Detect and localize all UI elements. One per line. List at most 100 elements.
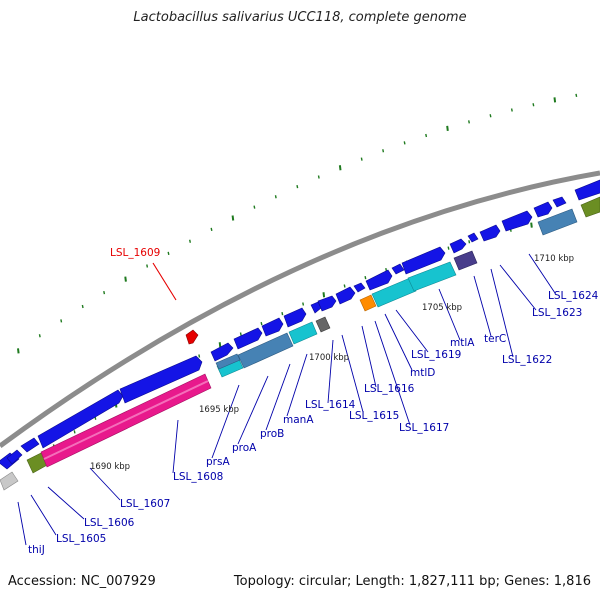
genome-summary: Topology: circular; Length: 1,827,111 bp… bbox=[233, 574, 591, 589]
scale-label-1705: 1705 kbp bbox=[422, 303, 462, 313]
gene-label-LSL_1614[interactable]: LSL_1614 bbox=[305, 399, 356, 411]
scale-tick bbox=[468, 120, 470, 124]
gene-block-cyan bbox=[371, 277, 417, 308]
scale-label-1710: 1710 kbp bbox=[534, 254, 574, 264]
scale-tick bbox=[360, 157, 363, 161]
gene-block-steel bbox=[537, 208, 578, 236]
scale-tick bbox=[575, 93, 578, 98]
map-title: Lactobacillus salivarius UCC118, complet… bbox=[133, 10, 467, 25]
gene-label-LSL_1617[interactable]: LSL_1617 bbox=[399, 422, 449, 434]
upper-strand-genes bbox=[0, 179, 600, 470]
gene-arrow bbox=[20, 437, 40, 453]
scale-tick bbox=[530, 222, 533, 228]
scale-tick bbox=[322, 292, 326, 298]
gene-label-LSL_1619[interactable]: LSL_1619 bbox=[411, 349, 461, 361]
gene-arrow bbox=[37, 389, 124, 449]
gene-arrow bbox=[335, 286, 356, 305]
scale-tick bbox=[167, 251, 170, 256]
scale-tick bbox=[17, 348, 20, 354]
scale-tick bbox=[218, 342, 222, 348]
scale-tick bbox=[343, 284, 346, 288]
gene-block-cyan bbox=[407, 261, 457, 292]
gene-block-purple bbox=[453, 250, 478, 271]
scale-tick bbox=[364, 275, 367, 280]
scale-tick bbox=[124, 276, 127, 282]
gene-label-LSL_1622[interactable]: LSL_1622 bbox=[502, 354, 552, 366]
accession-label: Accession: NC_007929 bbox=[8, 574, 156, 589]
gene-label-LSL_1616[interactable]: LSL_1616 bbox=[364, 383, 415, 395]
scale-tick bbox=[81, 304, 84, 309]
scale-tick bbox=[296, 184, 299, 189]
scale-tick bbox=[510, 108, 513, 112]
scale-label-1695: 1695 kbp bbox=[199, 405, 239, 415]
gene-arrow bbox=[401, 246, 446, 275]
scale-tick bbox=[338, 165, 342, 171]
scale-tick bbox=[38, 334, 41, 338]
gene-arrow bbox=[501, 210, 533, 232]
scale-tick bbox=[425, 133, 428, 138]
gene-label-manA[interactable]: manA bbox=[283, 414, 314, 426]
gene-block-orange bbox=[359, 294, 377, 312]
gene-arrow bbox=[467, 232, 479, 243]
gene-label-LSL_1607[interactable]: LSL_1607 bbox=[120, 498, 170, 510]
gene-label-LSL_1623[interactable]: LSL_1623 bbox=[532, 307, 582, 319]
scale-tick bbox=[198, 354, 201, 358]
gene-label-proB[interactable]: proB bbox=[260, 428, 284, 440]
scale-tick bbox=[103, 290, 106, 295]
scale-tick bbox=[403, 141, 406, 145]
scale-tick bbox=[532, 103, 535, 107]
gene-label-thiJ[interactable]: thiJ bbox=[28, 544, 45, 556]
gene-label-prsA[interactable]: prsA bbox=[206, 456, 230, 468]
label-leader-lines bbox=[17, 253, 556, 546]
gene-arrow bbox=[391, 263, 405, 275]
scale-tick bbox=[239, 332, 242, 336]
gene-arrow bbox=[533, 201, 553, 218]
gene-arrow bbox=[353, 282, 366, 293]
gene-arrow bbox=[317, 295, 337, 312]
gene-arrow bbox=[119, 355, 203, 404]
scale-tick bbox=[302, 302, 305, 306]
gene-label-LSL_1605[interactable]: LSL_1605 bbox=[56, 533, 106, 545]
gene-label-mtlA[interactable]: mtlA bbox=[450, 337, 475, 349]
highlight-gene-arrow bbox=[185, 329, 199, 345]
scale-tick bbox=[189, 239, 191, 243]
gene-label-LSL_1608[interactable]: LSL_1608 bbox=[173, 471, 223, 483]
scale-tick bbox=[489, 114, 492, 118]
scale-tick bbox=[73, 430, 76, 434]
gene-label-LSL_1606[interactable]: LSL_1606 bbox=[84, 517, 135, 529]
scale-tick bbox=[260, 321, 263, 326]
gene-block-steel bbox=[237, 332, 294, 369]
scale-tick bbox=[317, 175, 320, 179]
gene-label-proA[interactable]: proA bbox=[232, 442, 257, 454]
gene-arrow bbox=[6, 449, 23, 465]
scale-tick bbox=[274, 195, 277, 199]
gene-label-LSL_1624[interactable]: LSL_1624 bbox=[548, 290, 599, 302]
highlight-leader-line bbox=[152, 262, 177, 301]
gene-arrow bbox=[210, 342, 234, 362]
scale-label-1690: 1690 kbp bbox=[90, 462, 130, 472]
genome-backbone bbox=[0, 170, 600, 449]
gene-arrow bbox=[574, 179, 600, 201]
scale-tick bbox=[146, 264, 149, 268]
scale-tick bbox=[553, 97, 557, 103]
gene-block-cyan bbox=[288, 321, 318, 345]
gene-block-olive bbox=[580, 196, 600, 218]
gene-block-highlight bbox=[43, 380, 209, 460]
scale-tick bbox=[253, 205, 256, 209]
scale-tick bbox=[60, 319, 63, 323]
gene-label-highlight[interactable]: LSL_1609 bbox=[110, 247, 160, 259]
gene-arrow bbox=[552, 196, 567, 208]
gene-label-terC[interactable]: terC bbox=[484, 333, 506, 345]
gene-block-light-grey bbox=[0, 471, 19, 491]
scale-tick bbox=[210, 227, 213, 232]
scale-tick bbox=[382, 149, 385, 153]
gene-label-mtlD[interactable]: mtlD bbox=[410, 367, 435, 379]
gene-arrow bbox=[479, 224, 501, 242]
gene-block-dark-grey bbox=[315, 316, 331, 333]
scale-tick bbox=[281, 311, 284, 316]
gene-label-LSL_1615[interactable]: LSL_1615 bbox=[349, 410, 399, 422]
gene-arrow bbox=[449, 238, 467, 254]
scale-tick bbox=[468, 240, 471, 244]
scale-tick bbox=[231, 215, 235, 221]
